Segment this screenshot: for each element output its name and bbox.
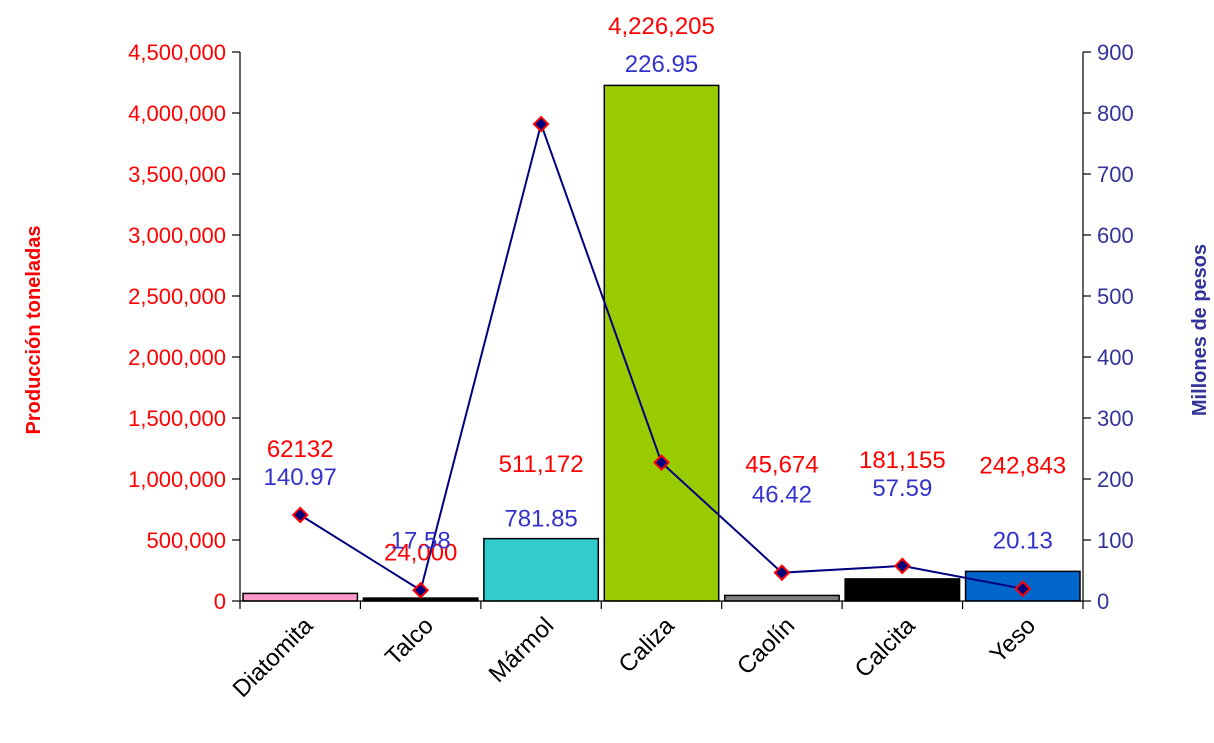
left-tick-label: 4,500,000 <box>128 40 226 65</box>
data-labels: 62132 24,000 511,172 4,226,205 45,674 181,155… <box>264 13 1067 566</box>
production-label: 242,843 <box>979 452 1066 479</box>
production-label: 24,000 <box>384 539 457 566</box>
right-tick-label: 300 <box>1097 406 1134 431</box>
bar <box>844 578 961 602</box>
value-marker <box>412 581 430 599</box>
left-tick-label: 1,500,000 <box>128 406 226 431</box>
left-tick-label: 500,000 <box>146 528 226 553</box>
right-tick-label: 900 <box>1097 40 1134 65</box>
value-marker <box>291 506 309 524</box>
production-label: 62132 <box>267 436 334 463</box>
right-tick-label: 700 <box>1097 162 1134 187</box>
value-label: 46.42 <box>752 482 812 509</box>
bar <box>242 592 359 602</box>
bar <box>603 84 720 602</box>
bar <box>483 537 600 602</box>
left-tick-label: 2,500,000 <box>128 284 226 309</box>
category-label: Talco <box>380 612 439 671</box>
value-label: 17.58 <box>391 527 451 554</box>
value-marker <box>653 454 670 472</box>
production-label: 45,674 <box>745 452 818 479</box>
y-axis-title-left: Producción toneladas <box>23 226 45 435</box>
bar <box>723 594 840 602</box>
right-tick-label: 600 <box>1097 223 1134 248</box>
value-marker <box>1014 580 1032 598</box>
left-tick-label: 3,000,000 <box>128 223 226 248</box>
category-label: Calcita <box>850 612 921 683</box>
production-label: 181,155 <box>859 447 946 474</box>
value-marker <box>773 564 791 582</box>
category-label: Caliza <box>613 612 680 679</box>
right-tick-label: 500 <box>1097 284 1134 309</box>
left-tick-label: 2,000,000 <box>128 345 226 370</box>
value-label: 20.13 <box>993 528 1053 555</box>
right-tick-label: 200 <box>1097 467 1134 492</box>
y-axis-title-right: Millones de pesos <box>1189 244 1211 416</box>
category-label: Diatomita <box>228 612 319 703</box>
production-label: 4,226,205 <box>608 13 715 40</box>
left-tick-label: 3,500,000 <box>128 162 226 187</box>
category-label: Yeso <box>985 612 1041 668</box>
production-label: 511,172 <box>499 451 584 478</box>
right-tick-label: 400 <box>1097 345 1134 370</box>
left-tick-label: 1,000,000 <box>128 467 226 492</box>
right-tick-label: 100 <box>1097 528 1134 553</box>
right-tick-label: 800 <box>1097 101 1134 126</box>
value-line <box>291 115 1032 599</box>
value-label: 140.97 <box>264 464 337 491</box>
category-label: Caolín <box>732 612 800 680</box>
left-tick-label: 4,000,000 <box>128 101 226 126</box>
value-label: 226.95 <box>625 51 698 78</box>
bars <box>242 84 1081 602</box>
value-label: 57.59 <box>872 475 932 502</box>
right-tick-label: 0 <box>1097 589 1109 614</box>
category-label: Mármol <box>484 612 560 688</box>
value-label: 781.85 <box>504 506 577 533</box>
axes <box>239 52 1084 602</box>
left-tick-label: 0 <box>214 589 226 614</box>
value-marker <box>532 115 550 133</box>
value-marker <box>893 557 911 575</box>
